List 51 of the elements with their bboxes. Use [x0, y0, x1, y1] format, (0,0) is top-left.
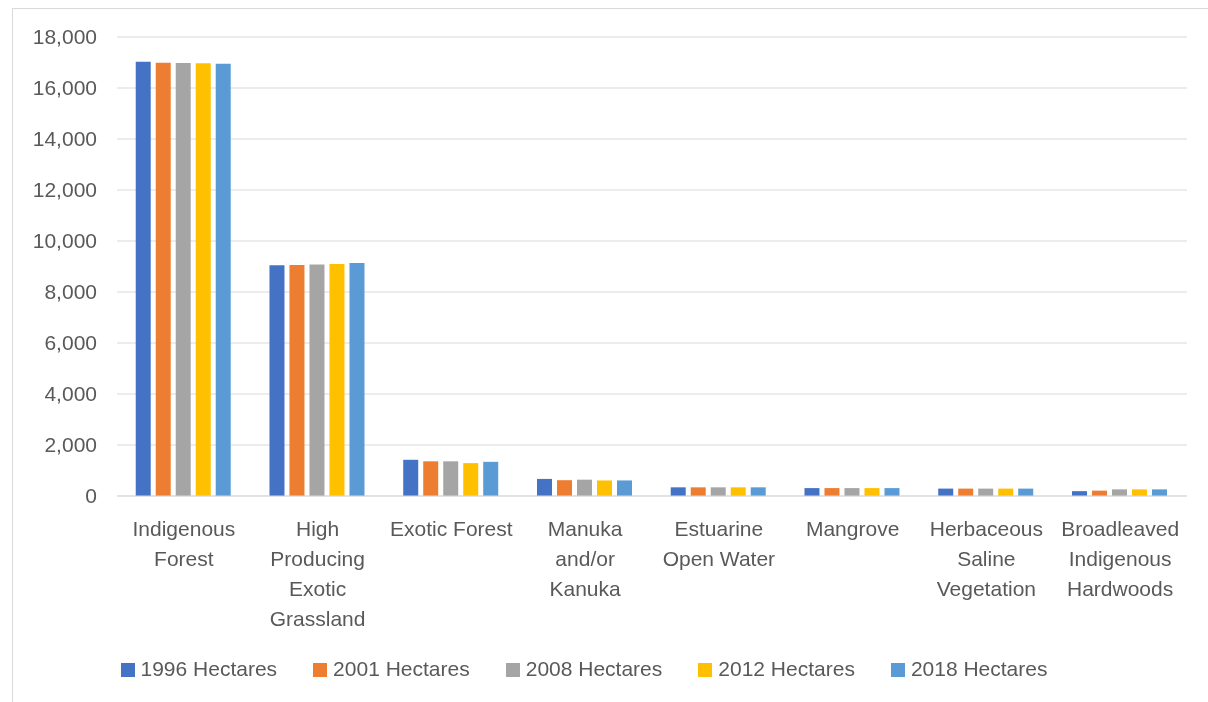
x-tick-label: Estuarine Open Water — [662, 517, 776, 570]
y-tick-label: 16,000 — [32, 76, 97, 100]
bar — [329, 263, 345, 496]
x-tick-label: Manuka and/or Kanuka — [547, 517, 623, 600]
x-tick-label: Indigenous Forest — [132, 517, 236, 570]
bar — [670, 487, 686, 496]
bar — [536, 478, 552, 496]
bar — [403, 459, 419, 496]
bar — [269, 265, 285, 496]
bar — [155, 62, 171, 496]
y-tick-label: 10,000 — [32, 229, 97, 253]
legend-label: 2012 Hectares — [718, 657, 855, 680]
legend-label: 2008 Hectares — [525, 657, 663, 680]
bar — [1111, 489, 1127, 496]
y-tick-label: 2,000 — [44, 433, 97, 457]
y-tick-label: 4,000 — [44, 382, 97, 406]
bar — [135, 61, 151, 496]
y-tick-label: 8,000 — [44, 280, 97, 304]
y-tick-label: 0 — [85, 484, 97, 508]
x-tick-label: High Producing Exotic Grassland — [269, 517, 366, 630]
legend-label: 2018 Hectares — [910, 657, 1048, 680]
bar — [556, 480, 572, 496]
legend-label: 1996 Hectares — [140, 657, 278, 680]
x-tick-label: Exotic Forest — [390, 517, 513, 540]
y-tick-label: 6,000 — [44, 331, 97, 355]
legend-label: 2001 Hectares — [333, 657, 470, 680]
bar — [349, 262, 365, 496]
bar — [175, 63, 191, 496]
bar — [215, 63, 231, 496]
y-tick-label: 12,000 — [32, 178, 97, 202]
bar — [1151, 489, 1167, 496]
y-tick-label: 18,000 — [32, 25, 97, 49]
x-tick-label: Broadleaved Indigenous Hardwoods — [1061, 517, 1180, 600]
bar — [730, 487, 746, 496]
bar — [596, 480, 612, 496]
bar — [710, 487, 726, 496]
bar — [616, 480, 632, 496]
bar — [483, 461, 499, 496]
bar — [309, 264, 325, 496]
bar — [289, 264, 305, 496]
bar — [1131, 489, 1147, 496]
bar — [463, 463, 479, 496]
bar — [576, 479, 592, 496]
bar — [423, 461, 439, 496]
bar — [690, 487, 706, 496]
y-tick-label: 14,000 — [32, 127, 97, 151]
x-tick-label: Herbaceous Saline Vegetation — [929, 517, 1043, 600]
x-tick-label: Mangrove — [805, 517, 900, 540]
bar — [195, 63, 211, 496]
bar — [443, 461, 459, 496]
bar — [750, 487, 766, 496]
